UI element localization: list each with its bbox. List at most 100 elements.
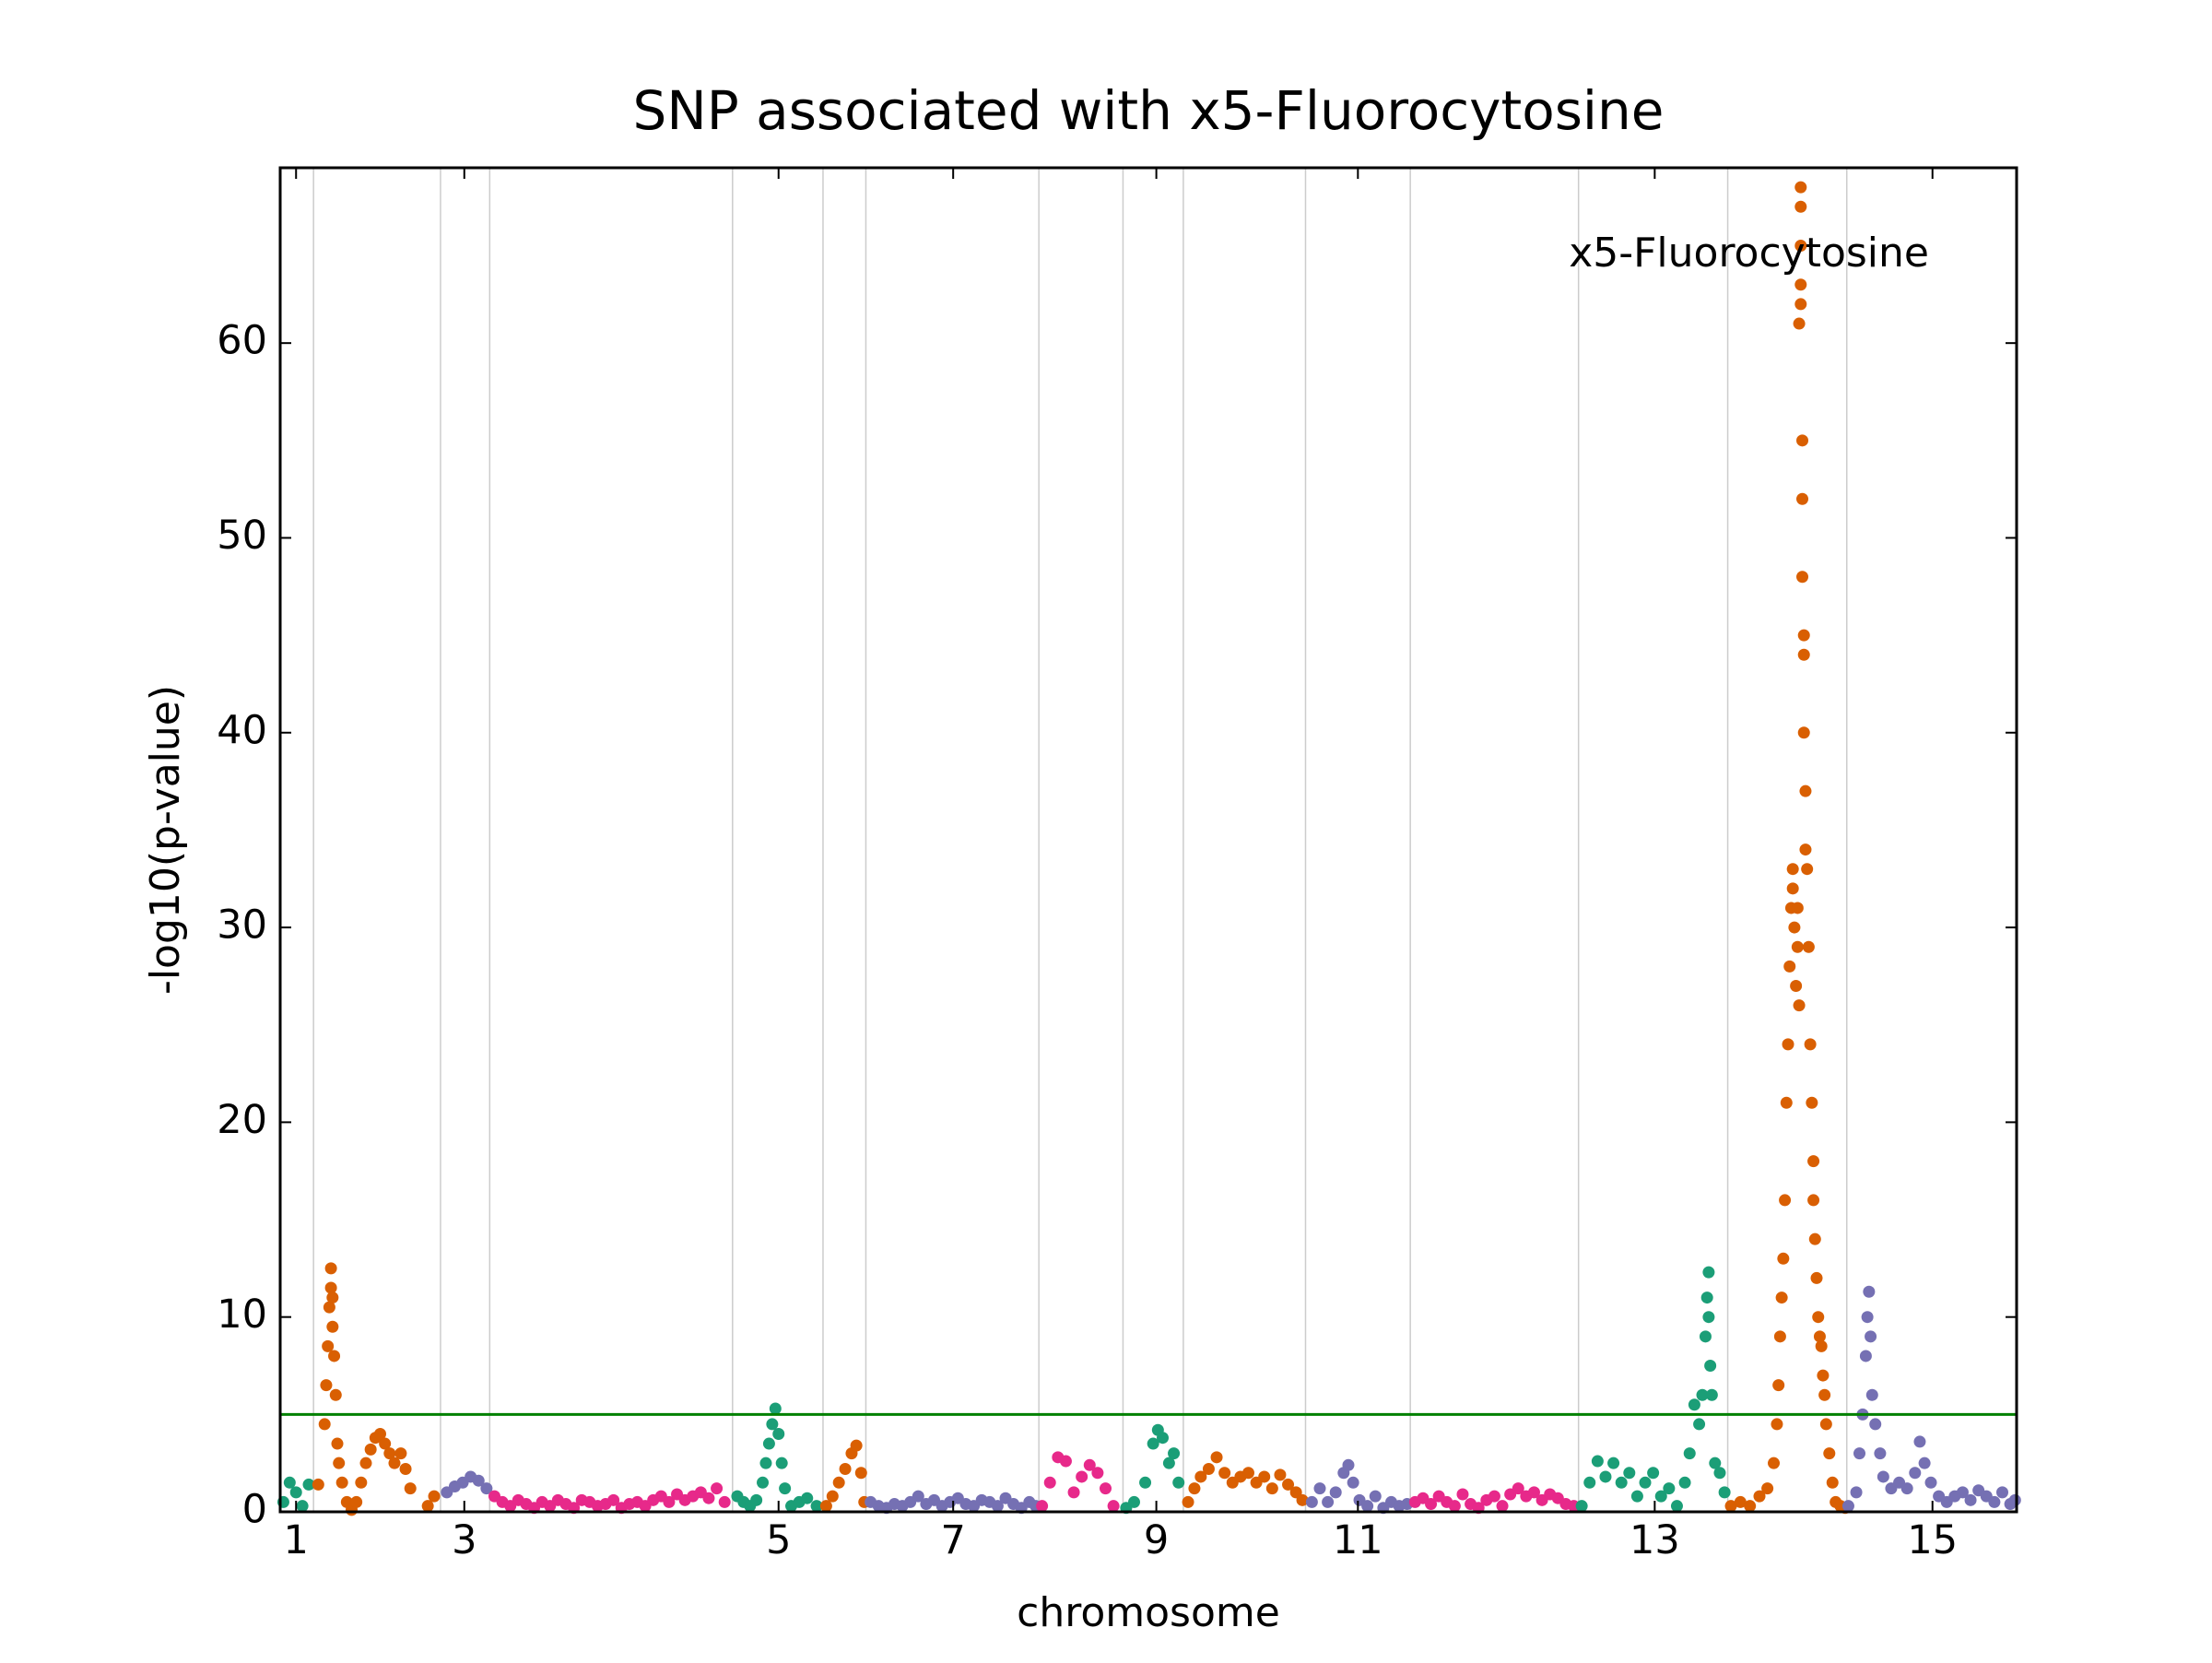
chart-title: SNP associated with x5-Fluorocytosine	[633, 79, 1665, 142]
snp-point	[1753, 1490, 1766, 1503]
snp-point	[702, 1492, 715, 1504]
y-tick-label: 40	[217, 707, 267, 753]
snp-point	[759, 1457, 772, 1469]
snp-point	[1807, 1155, 1820, 1168]
snp-point	[1688, 1398, 1700, 1411]
snp-point	[320, 1379, 333, 1392]
snp-point	[1865, 1330, 1877, 1343]
snp-point	[1615, 1476, 1628, 1489]
snp-point	[322, 1339, 335, 1352]
snp-point	[1796, 434, 1809, 447]
snp-point	[1900, 1482, 1913, 1495]
snp-point	[912, 1490, 924, 1503]
x-tick-label: 15	[1907, 1517, 1958, 1563]
snp-point	[326, 1320, 339, 1333]
snp-point	[1918, 1457, 1931, 1469]
snp-point	[1329, 1486, 1342, 1499]
y-axis-label: -log10(p-value)	[142, 685, 189, 995]
snp-point	[1863, 1285, 1876, 1298]
snp-point	[1783, 960, 1796, 973]
snp-point	[421, 1500, 434, 1513]
snp-point	[1804, 1038, 1817, 1051]
snp-point	[1709, 1457, 1722, 1469]
snp-point	[323, 1301, 335, 1314]
snp-point	[1172, 1476, 1185, 1489]
snp-point	[832, 1476, 845, 1489]
snp-point	[1036, 1500, 1049, 1513]
y-tick-label: 10	[217, 1291, 267, 1338]
snp-point	[1282, 1478, 1295, 1491]
y-tick-label: 0	[242, 1487, 267, 1533]
snp-point	[1188, 1482, 1201, 1495]
snp-point	[1797, 726, 1810, 739]
snp-point	[663, 1495, 676, 1508]
snp-point	[1210, 1451, 1223, 1464]
snp-point	[1683, 1447, 1696, 1460]
snp-point	[1812, 1311, 1825, 1324]
snp-point	[1794, 181, 1807, 194]
snp-point	[1874, 1447, 1887, 1460]
snp-point	[1782, 1038, 1794, 1051]
snp-point	[326, 1291, 339, 1304]
snp-point	[1168, 1447, 1181, 1460]
snp-point	[1806, 1096, 1818, 1109]
snp-point	[1599, 1470, 1612, 1483]
snp-point	[718, 1495, 731, 1508]
snp-point	[1083, 1458, 1096, 1471]
snp-point	[810, 1500, 823, 1513]
snp-point	[1139, 1476, 1152, 1489]
snp-point	[1678, 1476, 1691, 1489]
snp-point	[1826, 1476, 1839, 1489]
y-tick-label: 20	[217, 1097, 267, 1143]
snp-point	[1796, 571, 1809, 584]
x-tick-label: 5	[766, 1517, 791, 1563]
snp-point	[359, 1457, 372, 1469]
snp-point	[1791, 940, 1804, 953]
snp-point	[1761, 1482, 1774, 1495]
snp-point	[1630, 1490, 1643, 1503]
snp-point	[1342, 1458, 1355, 1471]
snp-point	[1817, 1369, 1830, 1382]
snp-point	[1796, 492, 1809, 505]
snp-point	[1456, 1488, 1469, 1501]
snp-point	[1702, 1311, 1715, 1324]
snp-point	[1773, 1330, 1786, 1343]
snp-point	[331, 1437, 344, 1450]
snp-point	[1128, 1495, 1141, 1508]
snp-point	[779, 1482, 792, 1495]
snp-point	[1810, 1271, 1823, 1284]
snp-point	[1700, 1291, 1713, 1304]
snp-point	[1786, 882, 1799, 895]
snp-point	[1043, 1476, 1056, 1489]
snp-point	[1647, 1467, 1660, 1480]
snp-point	[750, 1493, 763, 1506]
snp-point	[1924, 1476, 1937, 1489]
snp-point	[333, 1457, 346, 1469]
snp-point	[819, 1500, 832, 1513]
snp-point	[1797, 648, 1810, 661]
snp-point	[1794, 200, 1807, 213]
snp-point	[1744, 1500, 1757, 1513]
snp-point	[1202, 1463, 1215, 1476]
snp-point	[1607, 1457, 1620, 1469]
snp-point	[1274, 1468, 1287, 1481]
snp-point	[379, 1437, 392, 1450]
snp-point	[1162, 1457, 1175, 1469]
snp-point	[329, 1388, 342, 1401]
snp-point	[839, 1463, 852, 1476]
snp-point	[1296, 1493, 1309, 1506]
snp-point	[1794, 240, 1807, 253]
grid-layer	[312, 168, 1848, 1512]
snp-point	[1713, 1467, 1726, 1480]
x-tick-label: 9	[1144, 1517, 1169, 1563]
snp-point	[854, 1467, 867, 1480]
snp-point	[1496, 1500, 1509, 1513]
snp-point	[1194, 1470, 1207, 1483]
snp-point	[1361, 1500, 1374, 1513]
snp-point	[1815, 1339, 1828, 1352]
snp-point	[1768, 1457, 1781, 1469]
snp-point	[1241, 1467, 1254, 1480]
snp-point	[324, 1262, 337, 1275]
snp-point	[607, 1493, 620, 1506]
snp-point	[1797, 629, 1810, 642]
